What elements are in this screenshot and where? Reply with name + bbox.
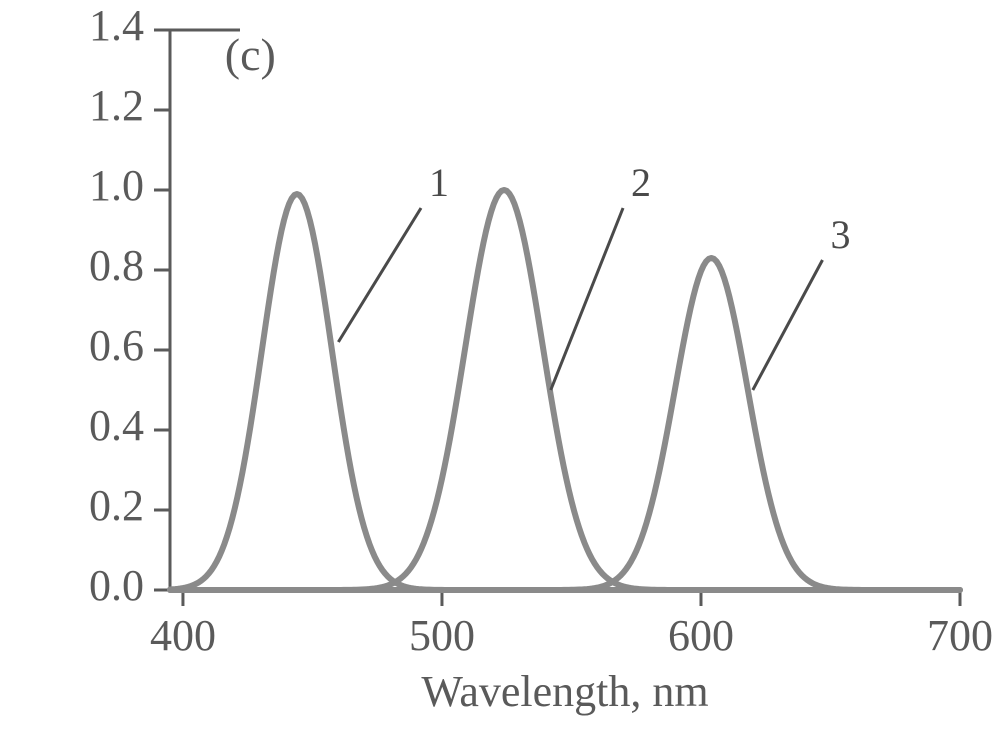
x-axis-label: Wavelength, nm xyxy=(421,667,708,716)
annotation-label-2: 2 xyxy=(631,160,651,205)
spectrum-chart: 0.0 0.2 0.4 0.6 0.8 1.0 1.2 1.4 400 500 600 700 Wave… xyxy=(0,0,1000,756)
annotation-label-3: 3 xyxy=(830,212,850,257)
y-tick-label: 1.2 xyxy=(89,81,144,130)
x-tick-label: 500 xyxy=(409,611,475,660)
y-tick-label: 0.0 xyxy=(89,561,144,610)
annotation-label-1: 1 xyxy=(429,160,449,205)
y-tick-label: 0.2 xyxy=(89,481,144,530)
panel-label: (c) xyxy=(225,29,276,80)
x-tick-label: 600 xyxy=(668,611,734,660)
y-tick-label: 0.4 xyxy=(89,401,144,450)
x-tick-label: 400 xyxy=(150,611,216,660)
y-tick-label: 0.6 xyxy=(89,321,144,370)
chart-container: 0.0 0.2 0.4 0.6 0.8 1.0 1.2 1.4 400 500 600 700 Wave… xyxy=(0,0,1000,756)
y-tick-label: 0.8 xyxy=(89,241,144,290)
x-tick-label: 700 xyxy=(927,611,993,660)
y-tick-label: 1.4 xyxy=(89,1,144,50)
y-tick-label: 1.0 xyxy=(89,161,144,210)
